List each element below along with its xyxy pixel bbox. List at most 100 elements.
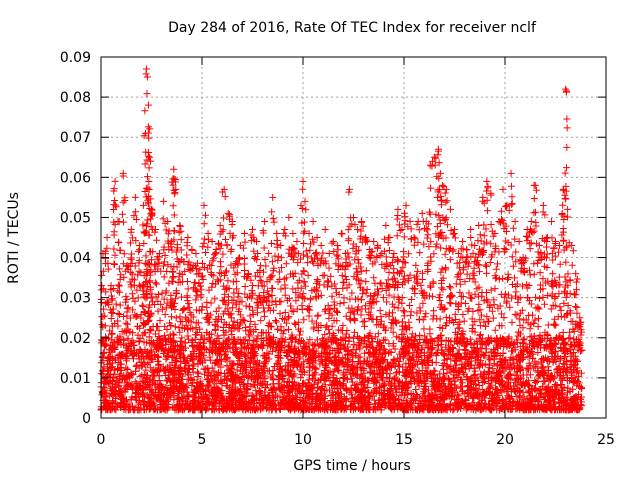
data-point [132,362,140,370]
data-point [515,376,523,384]
data-point [206,353,214,361]
data-point [179,372,187,380]
data-point [264,367,272,375]
data-point [136,337,144,345]
data-point [535,305,543,313]
data-point [160,367,168,375]
data-point [304,339,312,347]
data-point [391,373,399,381]
data-point [486,356,494,364]
data-point [116,301,124,309]
data-point [526,349,534,357]
data-point [392,369,400,377]
data-point [422,382,430,390]
data-point [287,302,295,310]
data-point [285,325,293,333]
data-point [432,352,440,360]
data-point [506,303,514,311]
data-point [496,387,504,395]
data-point [219,310,227,318]
data-point [383,298,391,306]
data-point [424,386,432,394]
data-point [571,352,579,360]
data-point [534,349,542,357]
data-point [209,406,217,414]
data-point [559,329,567,337]
data-point [347,390,355,398]
data-point [443,369,451,377]
data-point [489,365,497,373]
data-point [566,334,574,342]
data-point [136,372,144,380]
data-point [394,361,402,369]
data-point [540,378,548,386]
data-point [194,373,202,381]
data-point [240,351,248,359]
data-point [269,380,277,388]
data-point [148,367,156,375]
data-point [180,353,188,361]
data-point [178,334,186,342]
data-point [340,363,348,371]
data-point [305,376,313,384]
data-point [531,316,539,324]
data-point [458,379,466,387]
data-point [391,345,399,353]
data-point [466,335,474,343]
data-point [320,399,328,407]
data-point [285,313,293,321]
data-point [222,354,230,362]
data-point [177,337,185,345]
data-point [394,304,402,312]
data-point [276,385,284,393]
data-point [526,371,534,379]
data-point [476,322,484,330]
data-point [524,364,532,372]
data-point [486,406,494,414]
data-point [233,366,241,374]
data-point [459,310,467,318]
data-point [359,318,367,326]
data-point [241,352,249,360]
data-point [124,366,132,374]
data-point [306,336,314,344]
data-point [342,312,350,320]
data-point [333,374,341,382]
data-point [188,338,196,346]
data-point [268,291,276,299]
data-points [97,65,586,414]
data-point [456,383,464,391]
data-point [348,378,356,386]
data-point [399,363,407,371]
data-point [365,376,373,384]
data-point [500,365,508,373]
data-point [98,353,106,361]
data-point [142,366,150,374]
data-point [433,349,441,357]
data-point [541,368,549,376]
data-point [217,378,225,386]
data-point [379,356,387,364]
data-point [380,345,388,353]
data-point [236,311,244,319]
data-point [493,406,501,414]
data-point [370,388,378,396]
data-point [452,372,460,380]
data-point [497,310,505,318]
data-point [380,346,388,354]
data-point [464,392,472,400]
data-point [269,366,277,374]
data-point [168,313,176,321]
data-point [122,319,130,327]
data-point [113,376,121,384]
data-point [520,393,528,401]
data-point [187,351,195,359]
data-point [407,311,415,319]
data-point [354,333,362,341]
data-point [447,368,455,376]
data-point [350,334,358,342]
data-point [176,313,184,321]
data-point [218,379,226,387]
data-point [319,335,327,343]
data-point [335,367,343,375]
